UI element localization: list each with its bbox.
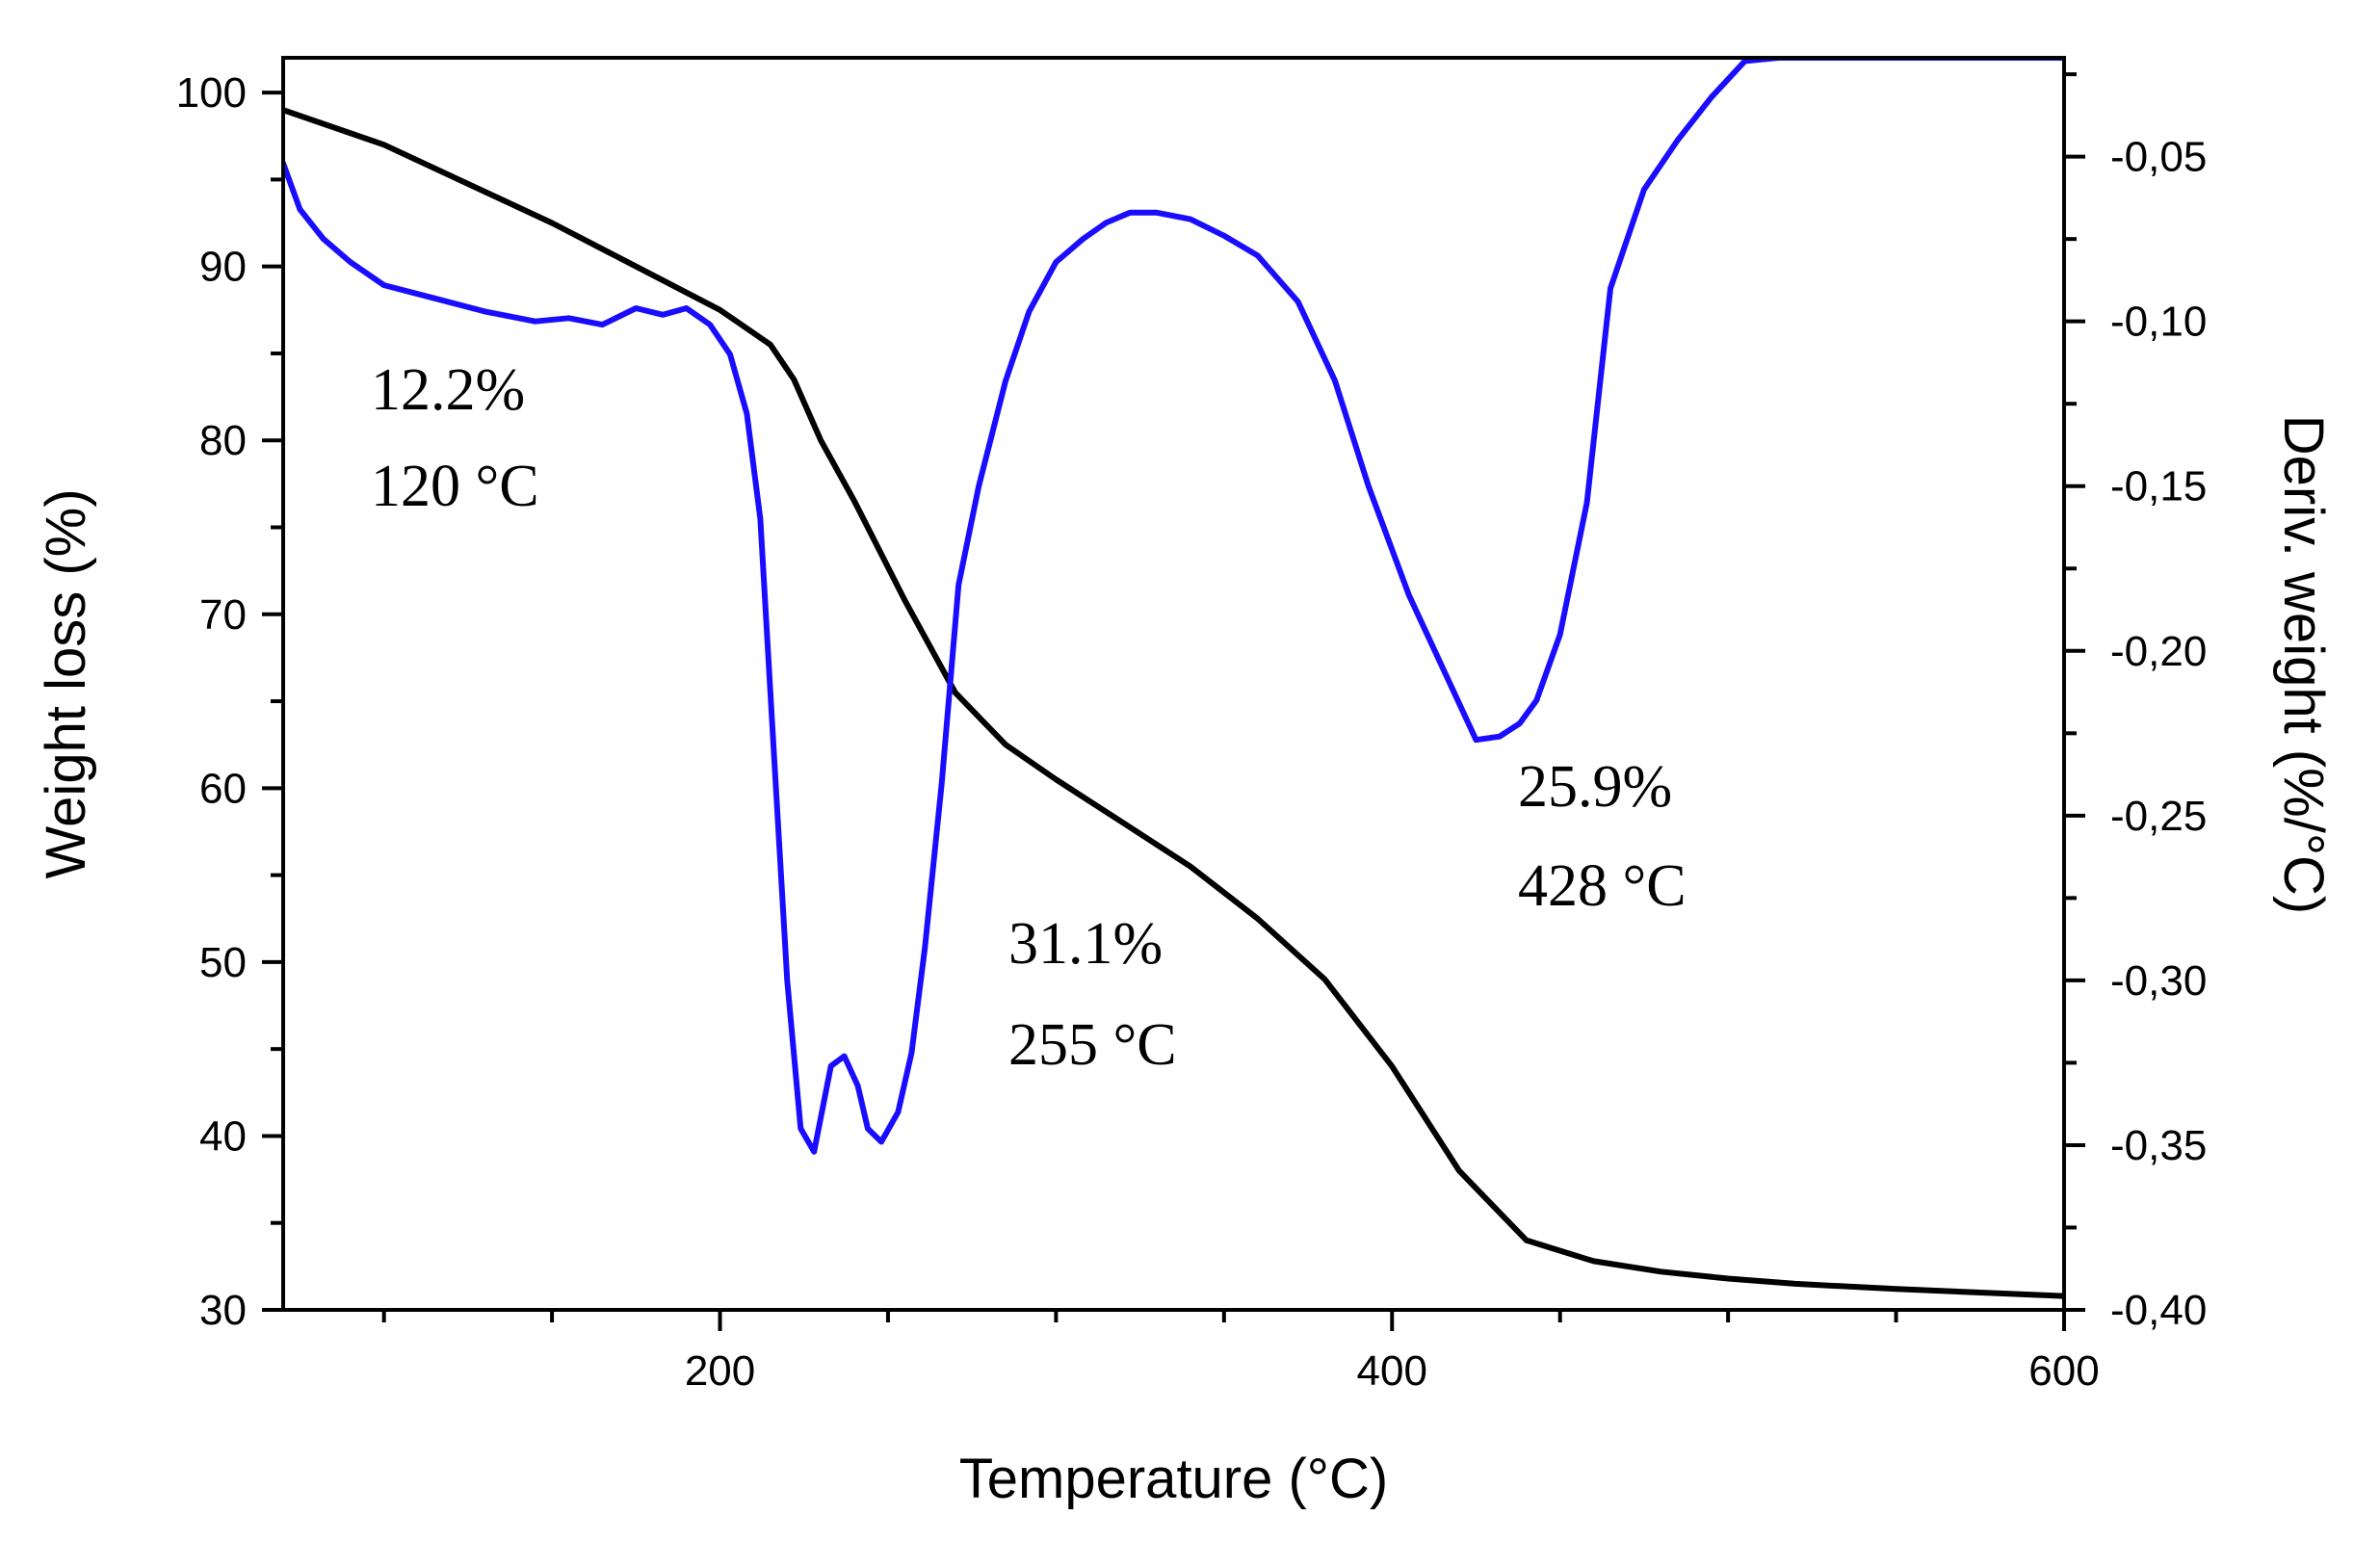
y-left-tick-label: 40 [199, 1112, 247, 1160]
y-right-tick-label: -0,35 [2110, 1122, 2207, 1169]
annotation-peak-1-percent: 12.2% [371, 357, 525, 423]
y-right-tick-label: -0,25 [2110, 793, 2207, 840]
y-left-tick-label: 100 [176, 69, 247, 117]
plot-area [283, 58, 2064, 1299]
annotation-peak-3-percent: 25.9% [1518, 754, 1672, 820]
x-axis-label: Temperature (°C) [959, 1448, 1388, 1510]
y-left-tick-label: 50 [199, 939, 247, 986]
annotation-peak-2-temperature: 255 °C [1008, 1012, 1177, 1078]
y-right-tick-label: -0,20 [2110, 628, 2207, 675]
y-right-tick-label: -0,15 [2110, 463, 2207, 510]
annotations: 12.2% 120 °C 31.1% 255 °C 25.9% 428 °C [371, 357, 1687, 1078]
x-tick-label: 200 [685, 1347, 755, 1395]
axes: 200 400 600 30 40 50 60 70 80 90 100 -0,40 -0,35 -0,3… [176, 56, 2207, 1395]
axis-labels: Temperature (°C) Weight loss (%) Deriv. … [35, 415, 2335, 1510]
y-right-tick-label: -0,10 [2110, 299, 2207, 346]
plot-frame [281, 56, 2066, 1312]
annotation-peak-1-temperature: 120 °C [371, 454, 539, 519]
y-right-tick-label: -0,30 [2110, 957, 2207, 1005]
y-right-tick-label: -0,05 [2110, 134, 2207, 181]
y-left-tick-label: 90 [199, 244, 247, 291]
x-tick-label: 600 [2028, 1347, 2099, 1395]
annotation-peak-3-temperature: 428 °C [1518, 853, 1687, 919]
y-left-tick-label: 80 [199, 417, 247, 464]
y-left-tick-label: 30 [199, 1287, 247, 1334]
y-left-axis-label: Weight loss (%) [35, 488, 97, 878]
y-left-tick-label: 60 [199, 765, 247, 812]
y-left-tick-label: 70 [199, 591, 247, 639]
x-tick-label: 400 [1357, 1347, 1427, 1395]
y-right-axis-label: Deriv. weight (%/°C) [2272, 415, 2335, 914]
annotation-peak-2-percent: 31.1% [1008, 911, 1163, 977]
y-right-tick-label: -0,40 [2110, 1287, 2207, 1334]
weight-loss-line [283, 107, 2064, 1299]
derivative-weight-line [283, 58, 2064, 1155]
